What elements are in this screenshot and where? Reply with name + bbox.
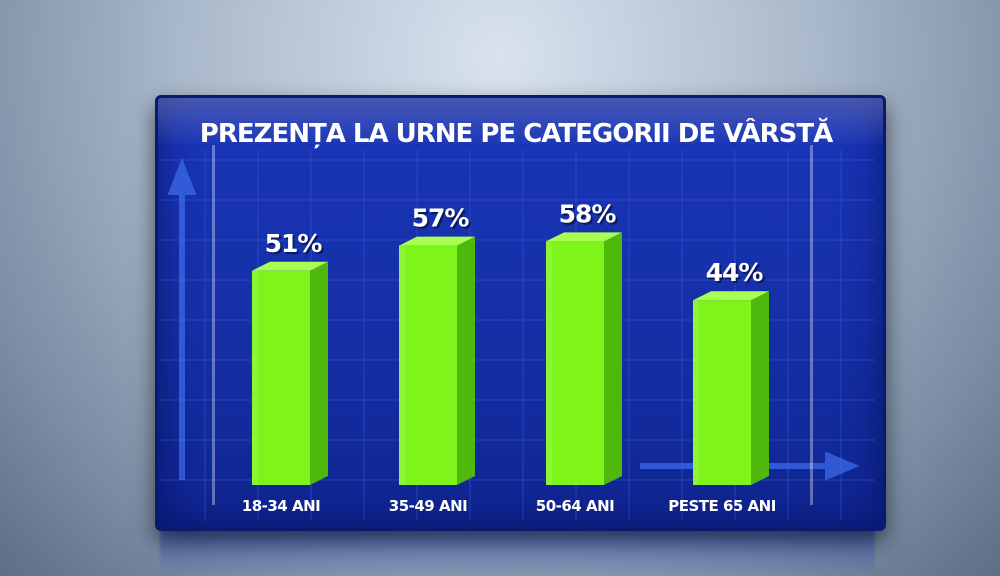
bar-highlight <box>693 300 699 485</box>
bar-side <box>310 261 328 485</box>
value-label: 44% <box>706 258 764 287</box>
category-label: 50-64 ANI <box>536 497 614 515</box>
bar-group: 58%58%50-64 ANI <box>536 199 622 515</box>
board-reflection <box>160 528 875 576</box>
bar <box>693 300 751 485</box>
bar-side <box>457 236 475 485</box>
light-streak <box>810 145 813 505</box>
category-label: PESTE 65 ANI <box>668 497 776 515</box>
value-label: 51% <box>265 229 323 258</box>
bar-highlight <box>399 245 405 485</box>
bar-side <box>751 291 769 485</box>
value-label-shadow: 58% <box>561 201 619 230</box>
value-label-shadow: 57% <box>414 206 472 235</box>
bar-highlight <box>252 270 258 485</box>
bar-group: 57%57%35-49 ANI <box>389 204 475 515</box>
bar <box>399 245 457 485</box>
y-axis-arrow <box>167 157 197 480</box>
bar-top <box>693 291 769 301</box>
bar-group: 51%51%18-34 ANI <box>242 229 328 515</box>
bar-top <box>546 232 622 242</box>
category-label: 35-49 ANI <box>389 497 467 515</box>
chart-title: PREZENȚA LA URNE PE CATEGORII DE VÂRSTĂ <box>200 117 833 149</box>
bar <box>252 270 310 485</box>
bar <box>546 241 604 485</box>
value-label-shadow: 44% <box>708 260 766 289</box>
bar-top <box>252 261 328 271</box>
category-label: 18-34 ANI <box>242 497 320 515</box>
light-streak <box>212 145 215 505</box>
decorations <box>167 145 860 505</box>
bar-highlight <box>546 241 552 485</box>
bar-side <box>604 232 622 485</box>
bar-top <box>399 236 475 246</box>
value-label-shadow: 51% <box>267 231 325 260</box>
value-label: 58% <box>559 199 617 228</box>
value-label: 57% <box>412 204 470 233</box>
bar-group: 44%44%PESTE 65 ANI <box>668 258 776 515</box>
